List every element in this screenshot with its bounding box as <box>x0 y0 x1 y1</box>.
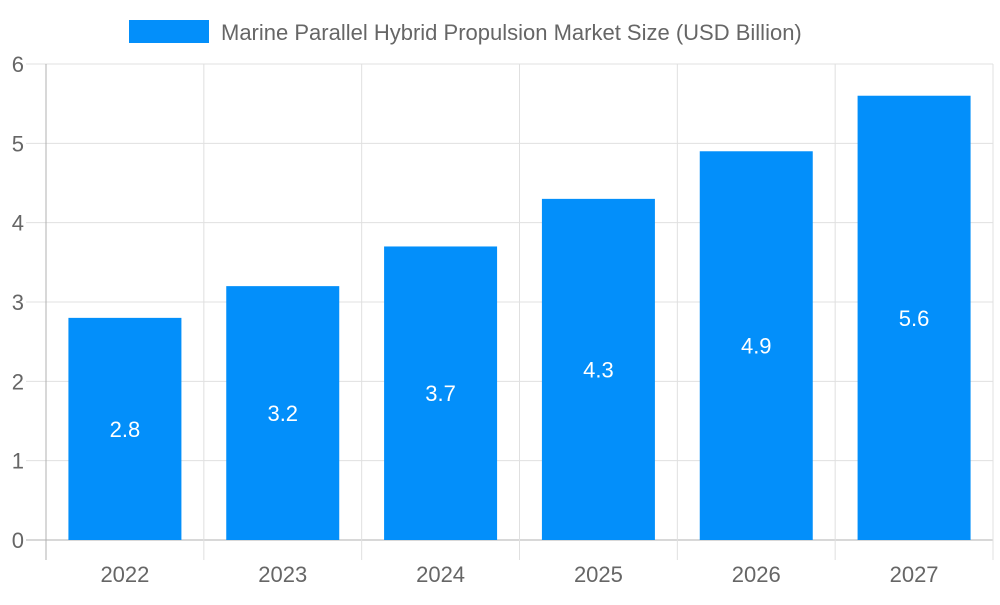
legend-label: Marine Parallel Hybrid Propulsion Market… <box>221 20 802 45</box>
labels: 0 1 2 3 4 5 6 2.8 2022 3.2 2023 3.7 2024 4.3 2025 4.9 20… <box>12 52 939 587</box>
data-label: 3.7 <box>425 381 456 406</box>
legend: Marine Parallel Hybrid Propulsion Market… <box>129 20 802 45</box>
grid <box>26 63 994 560</box>
y-tick-label: 5 <box>12 131 24 156</box>
y-tick-label: 3 <box>12 290 24 315</box>
data-label: 4.3 <box>583 357 614 382</box>
x-tick-label: 2023 <box>258 562 307 587</box>
x-tick-label: 2026 <box>732 562 781 587</box>
bars <box>68 95 971 540</box>
data-label: 2.8 <box>110 417 141 442</box>
x-tick-label: 2024 <box>416 562 465 587</box>
y-tick-label: 1 <box>12 449 24 474</box>
y-tick-label: 4 <box>12 211 24 236</box>
bar-2023 <box>226 286 340 540</box>
data-label: 3.2 <box>267 401 298 426</box>
x-tick-label: 2025 <box>574 562 623 587</box>
x-tick-label: 2027 <box>890 562 939 587</box>
bar-2025 <box>541 198 655 540</box>
y-tick-label: 2 <box>12 369 24 394</box>
bar-2024 <box>384 246 498 540</box>
bar-2027 <box>857 95 971 540</box>
bar-2022 <box>68 317 182 540</box>
data-label: 5.6 <box>899 306 930 331</box>
bar-2026 <box>699 151 813 540</box>
data-label: 4.9 <box>741 334 772 359</box>
y-tick-label: 6 <box>12 52 24 77</box>
legend-swatch <box>129 20 209 43</box>
y-tick-label: 0 <box>12 528 24 553</box>
x-tick-label: 2022 <box>100 562 149 587</box>
